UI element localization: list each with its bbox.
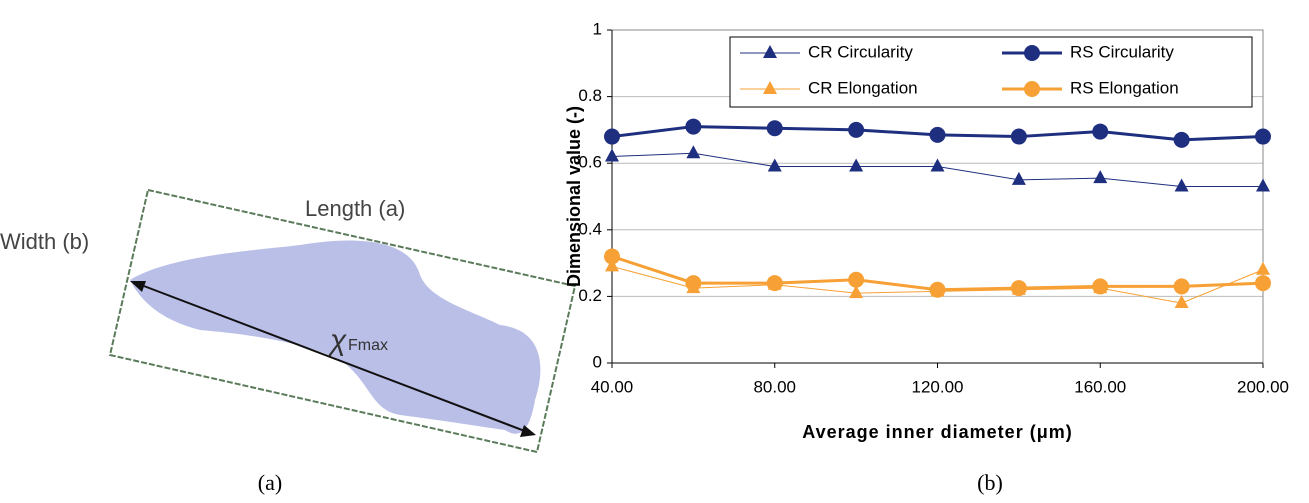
marker bbox=[1255, 128, 1271, 145]
arrow-head bbox=[130, 281, 146, 292]
marker bbox=[1173, 278, 1190, 295]
marker bbox=[766, 120, 783, 137]
marker bbox=[605, 258, 619, 272]
marker bbox=[1024, 81, 1040, 97]
marker bbox=[848, 271, 865, 288]
y-tick-label: 1 bbox=[593, 19, 602, 38]
marker bbox=[766, 275, 783, 292]
x-tick-label: 120.00 bbox=[912, 377, 964, 396]
marker bbox=[1255, 275, 1271, 292]
arrow-head bbox=[520, 425, 536, 437]
x-axis-label: Average inner diameter (μm) bbox=[802, 422, 1072, 442]
arrow-line bbox=[135, 282, 531, 434]
particle-shape bbox=[130, 240, 541, 434]
y-tick-label: 0 bbox=[593, 352, 602, 371]
marker bbox=[763, 81, 777, 94]
chi-symbol: χ bbox=[327, 324, 347, 357]
legend-label: RS Elongation bbox=[1070, 78, 1179, 97]
marker bbox=[604, 248, 620, 265]
x-tick-label: 40.00 bbox=[591, 377, 634, 396]
marker bbox=[763, 45, 777, 58]
marker bbox=[1010, 280, 1027, 297]
marker bbox=[1174, 178, 1189, 192]
diagram: Length (a) Width (b) χ Fmax bbox=[0, 188, 577, 454]
marker bbox=[1092, 123, 1109, 140]
marker bbox=[1174, 295, 1189, 309]
x-tick-label: 160.00 bbox=[1074, 377, 1126, 396]
marker bbox=[1256, 178, 1270, 192]
marker bbox=[686, 145, 701, 159]
marker bbox=[848, 121, 865, 138]
marker bbox=[1093, 170, 1108, 184]
y-tick-label: 0.8 bbox=[578, 86, 602, 105]
marker bbox=[685, 118, 702, 135]
legend-label: CR Circularity bbox=[808, 42, 913, 61]
x-tick-label: 200.00 bbox=[1237, 377, 1289, 396]
marker bbox=[1173, 131, 1190, 148]
length-label: Length (a) bbox=[305, 196, 405, 221]
marker bbox=[929, 281, 946, 298]
width-label: Width (b) bbox=[0, 229, 89, 254]
marker bbox=[1092, 278, 1109, 295]
marker bbox=[930, 158, 945, 172]
y-tick-label: 0.4 bbox=[578, 219, 602, 238]
marker bbox=[1011, 171, 1026, 185]
marker bbox=[604, 128, 620, 145]
legend-label: RS Circularity bbox=[1070, 42, 1174, 61]
marker bbox=[605, 148, 619, 162]
marker bbox=[767, 158, 782, 172]
chi-subscript: Fmax bbox=[348, 337, 388, 354]
marker bbox=[849, 158, 864, 172]
marker bbox=[685, 275, 702, 292]
caption: (a) bbox=[258, 470, 282, 495]
y-tick-label: 0.2 bbox=[578, 286, 602, 305]
marker bbox=[849, 285, 864, 299]
legend-box bbox=[729, 36, 1253, 108]
caption: (b) bbox=[977, 470, 1003, 495]
chart: 0 0.2 0.4 0.6 0.8 1 40.00 80.00 120.00 160.00 200.… bbox=[564, 19, 1289, 441]
marker bbox=[1010, 128, 1027, 145]
y-tick-label: 0.6 bbox=[578, 153, 602, 172]
marker bbox=[1256, 261, 1270, 275]
marker bbox=[929, 126, 946, 143]
marker bbox=[1024, 45, 1040, 61]
bounding-box bbox=[108, 188, 577, 454]
y-axis-label: Dimensional value (-) bbox=[564, 106, 584, 287]
x-tick-label: 80.00 bbox=[753, 377, 796, 396]
legend-label: CR Elongation bbox=[808, 78, 918, 97]
